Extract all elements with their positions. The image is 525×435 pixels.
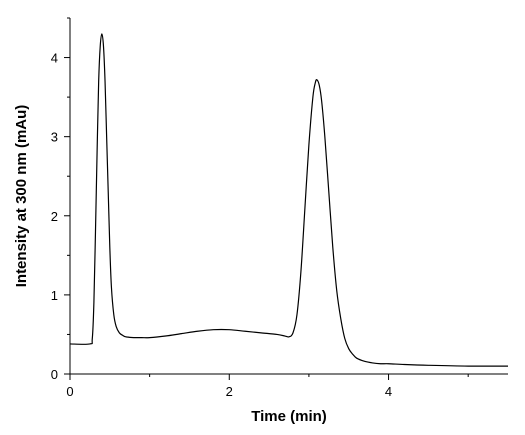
- y-axis-title: Intensity at 300 nm (mAu): [13, 105, 30, 288]
- y-tick-label: 1: [51, 288, 58, 303]
- tick-marks: [64, 17, 469, 380]
- x-axis-title: Time (min): [251, 408, 327, 425]
- y-tick-label: 4: [51, 51, 58, 66]
- y-tick-label: 2: [51, 209, 58, 224]
- x-tick-label: 2: [226, 384, 233, 399]
- y-tick-label: 0: [51, 367, 58, 382]
- intensity-series-line: [69, 33, 509, 367]
- x-tick-label: 4: [385, 384, 392, 399]
- x-tick-label: 0: [66, 384, 73, 399]
- y-tick-label: 3: [51, 130, 58, 145]
- axes: [69, 18, 508, 375]
